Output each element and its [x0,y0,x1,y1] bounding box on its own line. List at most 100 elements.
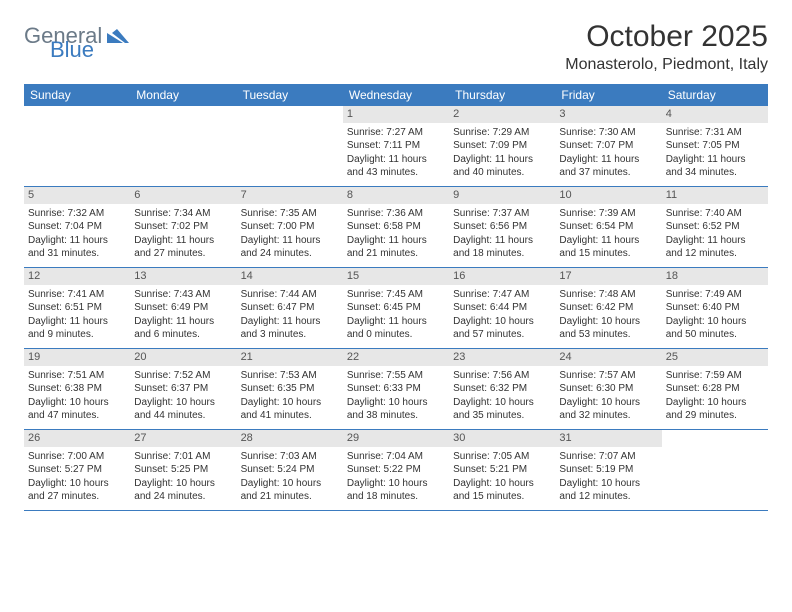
sunrise-text: Sunrise: 7:34 AM [134,207,232,221]
day-header: Tuesday [237,84,343,106]
sunset-text: Sunset: 6:44 PM [453,301,551,315]
day-number: 1 [343,106,449,123]
sunset-text: Sunset: 6:54 PM [559,220,657,234]
sunrise-text: Sunrise: 7:56 AM [453,369,551,383]
daylight-text: Daylight: 10 hours and 47 minutes. [28,396,126,423]
day-cell: 27Sunrise: 7:01 AMSunset: 5:25 PMDayligh… [130,430,236,510]
day-cell: 15Sunrise: 7:45 AMSunset: 6:45 PMDayligh… [343,268,449,348]
day-number: 12 [24,268,130,285]
brand-text-blue: Blue [50,40,129,60]
day-number: 26 [24,430,130,447]
sunrise-text: Sunrise: 7:49 AM [666,288,764,302]
day-cell [130,106,236,186]
day-cell: 5Sunrise: 7:32 AMSunset: 7:04 PMDaylight… [24,187,130,267]
day-number: 24 [555,349,661,366]
sunrise-text: Sunrise: 7:35 AM [241,207,339,221]
day-cell: 3Sunrise: 7:30 AMSunset: 7:07 PMDaylight… [555,106,661,186]
day-number: 29 [343,430,449,447]
day-number: 16 [449,268,555,285]
sunset-text: Sunset: 6:32 PM [453,382,551,396]
day-cell: 19Sunrise: 7:51 AMSunset: 6:38 PMDayligh… [24,349,130,429]
sunset-text: Sunset: 6:56 PM [453,220,551,234]
sunrise-text: Sunrise: 7:52 AM [134,369,232,383]
daylight-text: Daylight: 11 hours and 21 minutes. [347,234,445,261]
day-header: Thursday [449,84,555,106]
month-title: October 2025 [565,20,768,54]
sunset-text: Sunset: 5:25 PM [134,463,232,477]
day-cell: 25Sunrise: 7:59 AMSunset: 6:28 PMDayligh… [662,349,768,429]
sunset-text: Sunset: 7:02 PM [134,220,232,234]
daylight-text: Daylight: 11 hours and 27 minutes. [134,234,232,261]
sunset-text: Sunset: 6:51 PM [28,301,126,315]
sunrise-text: Sunrise: 7:53 AM [241,369,339,383]
daylight-text: Daylight: 10 hours and 50 minutes. [666,315,764,342]
day-cell: 14 Sunrise: 7:44 AMSunset: 6:47 PMDayligh… [237,268,343,348]
sunrise-text: Sunrise: 7:36 AM [347,207,445,221]
week-row: 1Sunrise: 7:27 AMSunset: 7:11 PMDaylight… [24,106,768,187]
sunset-text: Sunset: 6:33 PM [347,382,445,396]
week-row: 12Sunrise: 7:41 AMSunset: 6:51 PMDayligh… [24,268,768,349]
daylight-text: Daylight: 10 hours and 12 minutes. [559,477,657,504]
sunset-text: Sunset: 6:30 PM [559,382,657,396]
sunset-text: Sunset: 6:49 PM [134,301,232,315]
day-number: 9 [449,187,555,204]
day-number: 18 [662,268,768,285]
sunset-text: Sunset: 5:22 PM [347,463,445,477]
daylight-text: Daylight: 10 hours and 32 minutes. [559,396,657,423]
day-cell: 17Sunrise: 7:48 AMSunset: 6:42 PMDayligh… [555,268,661,348]
sunrise-text: Sunrise: 7:00 AM [28,450,126,464]
daylight-text: Daylight: 10 hours and 15 minutes. [453,477,551,504]
day-number: 31 [555,430,661,447]
sunset-text: Sunset: 6:52 PM [666,220,764,234]
sunset-text: Sunset: 6:47 PM [241,301,339,315]
sunrise-text: Sunrise: 7:30 AM [559,126,657,140]
sunset-text: Sunset: 5:27 PM [28,463,126,477]
day-header: Monday [130,84,236,106]
daylight-text: Daylight: 11 hours and 0 minutes. [347,315,445,342]
day-number: 15 [343,268,449,285]
day-number: 2 [449,106,555,123]
day-number: 22 [343,349,449,366]
day-cell: 21Sunrise: 7:53 AMSunset: 6:35 PMDayligh… [237,349,343,429]
day-cell: 20Sunrise: 7:52 AMSunset: 6:37 PMDayligh… [130,349,236,429]
daylight-text: Daylight: 10 hours and 35 minutes. [453,396,551,423]
day-cell: 2Sunrise: 7:29 AMSunset: 7:09 PMDaylight… [449,106,555,186]
sunset-text: Sunset: 7:05 PM [666,139,764,153]
day-cell: 6 Sunrise: 7:34 AMSunset: 7:02 PMDaylight… [130,187,236,267]
day-number: 6 [130,187,236,204]
day-cell [662,430,768,510]
day-cell: 30Sunrise: 7:05 AMSunset: 5:21 PMDayligh… [449,430,555,510]
sunset-text: Sunset: 6:45 PM [347,301,445,315]
sunrise-text: Sunrise: 7:29 AM [453,126,551,140]
sunrise-text: Sunrise: 7:55 AM [347,369,445,383]
daylight-text: Daylight: 11 hours and 15 minutes. [559,234,657,261]
sunrise-text: Sunrise: 7:43 AM [134,288,232,302]
daylight-text: Daylight: 10 hours and 21 minutes. [241,477,339,504]
sunrise-text: Sunrise: 7:47 AM [453,288,551,302]
day-header-row: SundayMondayTuesdayWednesdayThursdayFrid… [24,84,768,106]
daylight-text: Daylight: 10 hours and 53 minutes. [559,315,657,342]
day-cell [237,106,343,186]
sunrise-text: Sunrise: 7:27 AM [347,126,445,140]
daylight-text: Daylight: 11 hours and 3 minutes. [241,315,339,342]
week-row: 26 Sunrise: 7:00 AMSunset: 5:27 PM Dayligh… [24,430,768,511]
sunset-text: Sunset: 5:19 PM [559,463,657,477]
sunset-text: Sunset: 6:42 PM [559,301,657,315]
sunrise-text: Sunrise: 7:44 AM [241,288,339,302]
day-cell: 23Sunrise: 7:56 AMSunset: 6:32 PMDayligh… [449,349,555,429]
week-row: 19Sunrise: 7:51 AMSunset: 6:38 PMDayligh… [24,349,768,430]
day-number: 28 [237,430,343,447]
day-number: 14 [237,268,343,285]
sunrise-text: Sunrise: 7:59 AM [666,369,764,383]
daylight-text: Daylight: 10 hours and 38 minutes. [347,396,445,423]
daylight-text: Daylight: 10 hours and 57 minutes. [453,315,551,342]
day-number: 10 [555,187,661,204]
location-subtitle: Monasterolo, Piedmont, Italy [565,56,768,74]
day-cell: 16 Sunrise: 7:47 AMSunset: 6:44 PMDayligh… [449,268,555,348]
sunrise-text: Sunrise: 7:48 AM [559,288,657,302]
daylight-text: Daylight: 11 hours and 40 minutes. [453,153,551,180]
sunset-text: Sunset: 6:58 PM [347,220,445,234]
daylight-text: Daylight: 10 hours and 29 minutes. [666,396,764,423]
day-number: 21 [237,349,343,366]
day-cell: 10Sunrise: 7:39 AMSunset: 6:54 PMDayligh… [555,187,661,267]
